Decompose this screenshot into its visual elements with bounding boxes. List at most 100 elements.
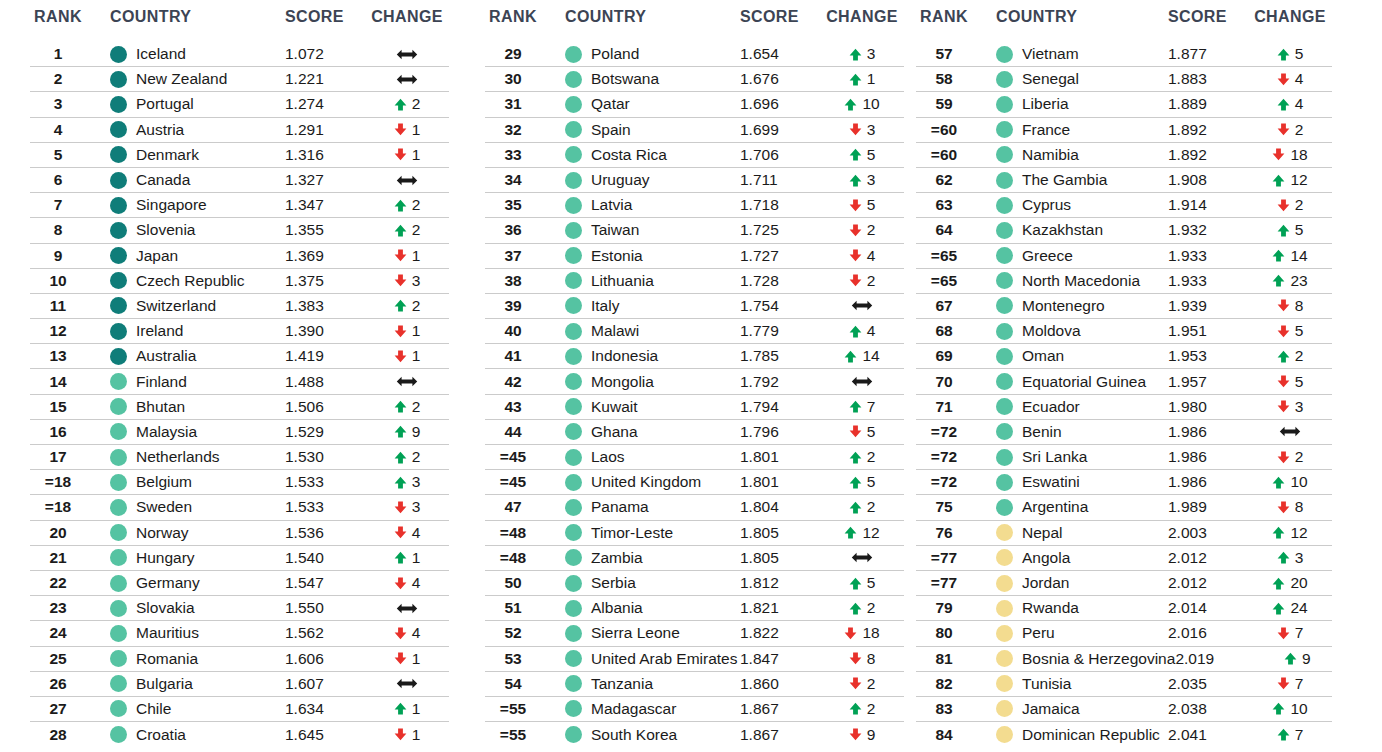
change-value: 1: [412, 322, 421, 340]
rank-cell: 15: [30, 398, 86, 416]
rank-cell: 13: [30, 347, 86, 365]
country-label: Netherlands: [136, 448, 220, 466]
country-cell: Eswatini: [972, 473, 1168, 491]
up-arrow-icon: [1284, 652, 1297, 665]
rank-cell: 20: [30, 524, 86, 542]
rank-cell: 51: [485, 599, 541, 617]
rank-cell: =45: [485, 473, 541, 491]
score-tier-dot: [110, 172, 127, 189]
change-value: 4: [1295, 70, 1304, 88]
score-cell: 1.779: [740, 322, 820, 340]
change-value: 5: [867, 574, 876, 592]
country-label: Vietnam: [1022, 45, 1079, 63]
country-label: Czech Republic: [136, 272, 245, 290]
table-row: 54Tanzania1.8602: [485, 672, 904, 697]
change-value: 2: [412, 95, 421, 113]
change-cell: 2: [820, 221, 904, 239]
change-value: 3: [867, 121, 876, 139]
country-cell: Argentina: [972, 498, 1168, 516]
down-arrow-icon: [1277, 199, 1290, 212]
score-tier-dot: [565, 449, 582, 466]
table-row: 64Kazakhstan1.9325: [916, 218, 1332, 243]
score-cell: 1.877: [1168, 45, 1248, 63]
country-label: Laos: [591, 448, 625, 466]
score-cell: 1.540: [285, 549, 365, 567]
change-cell: [365, 603, 449, 614]
down-arrow-icon: [1272, 148, 1285, 161]
table-row: 62The Gambia1.90812: [916, 168, 1332, 193]
country-cell: Botswana: [541, 70, 740, 88]
score-tier-dot: [996, 726, 1013, 743]
change-cell: 9: [365, 423, 449, 441]
score-tier-dot: [565, 373, 582, 390]
change-value: 10: [1290, 473, 1307, 491]
rank-cell: 76: [916, 524, 972, 542]
country-label: Sierra Leone: [591, 624, 680, 642]
score-cell: 1.847: [740, 650, 820, 668]
down-arrow-icon: [849, 224, 862, 237]
up-arrow-icon: [1272, 249, 1285, 262]
country-cell: Dominican Republic: [972, 726, 1168, 744]
rank-cell: 27: [30, 700, 86, 718]
country-cell: Zambia: [541, 549, 740, 567]
change-cell: 7: [1248, 624, 1332, 642]
score-tier-dot: [996, 222, 1013, 239]
rank-cell: 38: [485, 272, 541, 290]
rank-cell: 84: [916, 726, 972, 744]
table-row: 80Peru2.0167: [916, 621, 1332, 646]
country-cell: Portugal: [86, 95, 285, 113]
country-label: Slovakia: [136, 599, 195, 617]
score-tier-dot: [110, 373, 127, 390]
change-cell: [365, 376, 449, 387]
change-cell: 2: [1248, 121, 1332, 139]
no-change-icon: [396, 175, 418, 186]
table-row: =77Angola2.0123: [916, 546, 1332, 571]
score-cell: 2.019: [1175, 650, 1255, 668]
table-row: 13Australia1.4191: [30, 344, 449, 369]
change-cell: 3: [1248, 549, 1332, 567]
country-label: Jordan: [1022, 574, 1069, 592]
score-cell: 1.794: [740, 398, 820, 416]
country-label: North Macedonia: [1022, 272, 1140, 290]
score-cell: 1.607: [285, 675, 365, 693]
table-row: 43Kuwait1.7947: [485, 395, 904, 420]
rank-cell: =60: [916, 121, 972, 139]
table-row: 12Ireland1.3901: [30, 319, 449, 344]
score-tier-dot: [996, 625, 1013, 642]
score-tier-dot: [565, 700, 582, 717]
country-cell: Croatia: [86, 726, 285, 744]
change-value: 12: [1290, 171, 1307, 189]
change-cell: 2: [365, 95, 449, 113]
change-value: 3: [412, 498, 421, 516]
table-row: 75Argentina1.9898: [916, 495, 1332, 520]
change-value: 3: [867, 45, 876, 63]
change-value: 2: [867, 448, 876, 466]
score-cell: 1.932: [1168, 221, 1248, 239]
up-arrow-icon: [844, 98, 857, 111]
rank-cell: 10: [30, 272, 86, 290]
change-cell: 1: [820, 70, 904, 88]
change-cell: [365, 49, 449, 60]
rank-cell: 2: [30, 70, 86, 88]
change-value: 2: [867, 675, 876, 693]
score-cell: 1.801: [740, 448, 820, 466]
score-tier-dot: [996, 146, 1013, 163]
country-cell: Austria: [86, 121, 285, 139]
score-tier-dot: [996, 600, 1013, 617]
table-row: 71Ecuador1.9803: [916, 395, 1332, 420]
up-arrow-icon: [1272, 526, 1285, 539]
score-cell: 1.933: [1168, 272, 1248, 290]
country-cell: United Arab Emirates: [541, 650, 740, 668]
country-cell: Norway: [86, 524, 285, 542]
score-tier-dot: [110, 96, 127, 113]
rank-cell: 83: [916, 700, 972, 718]
change-cell: 4: [365, 624, 449, 642]
table-row: 30Botswana1.6761: [485, 67, 904, 92]
up-arrow-icon: [1277, 98, 1290, 111]
score-tier-dot: [110, 449, 127, 466]
score-cell: 1.488: [285, 373, 365, 391]
up-arrow-icon: [394, 400, 407, 413]
up-arrow-icon: [849, 400, 862, 413]
rank-cell: 28: [30, 726, 86, 744]
change-value: 3: [1295, 398, 1304, 416]
